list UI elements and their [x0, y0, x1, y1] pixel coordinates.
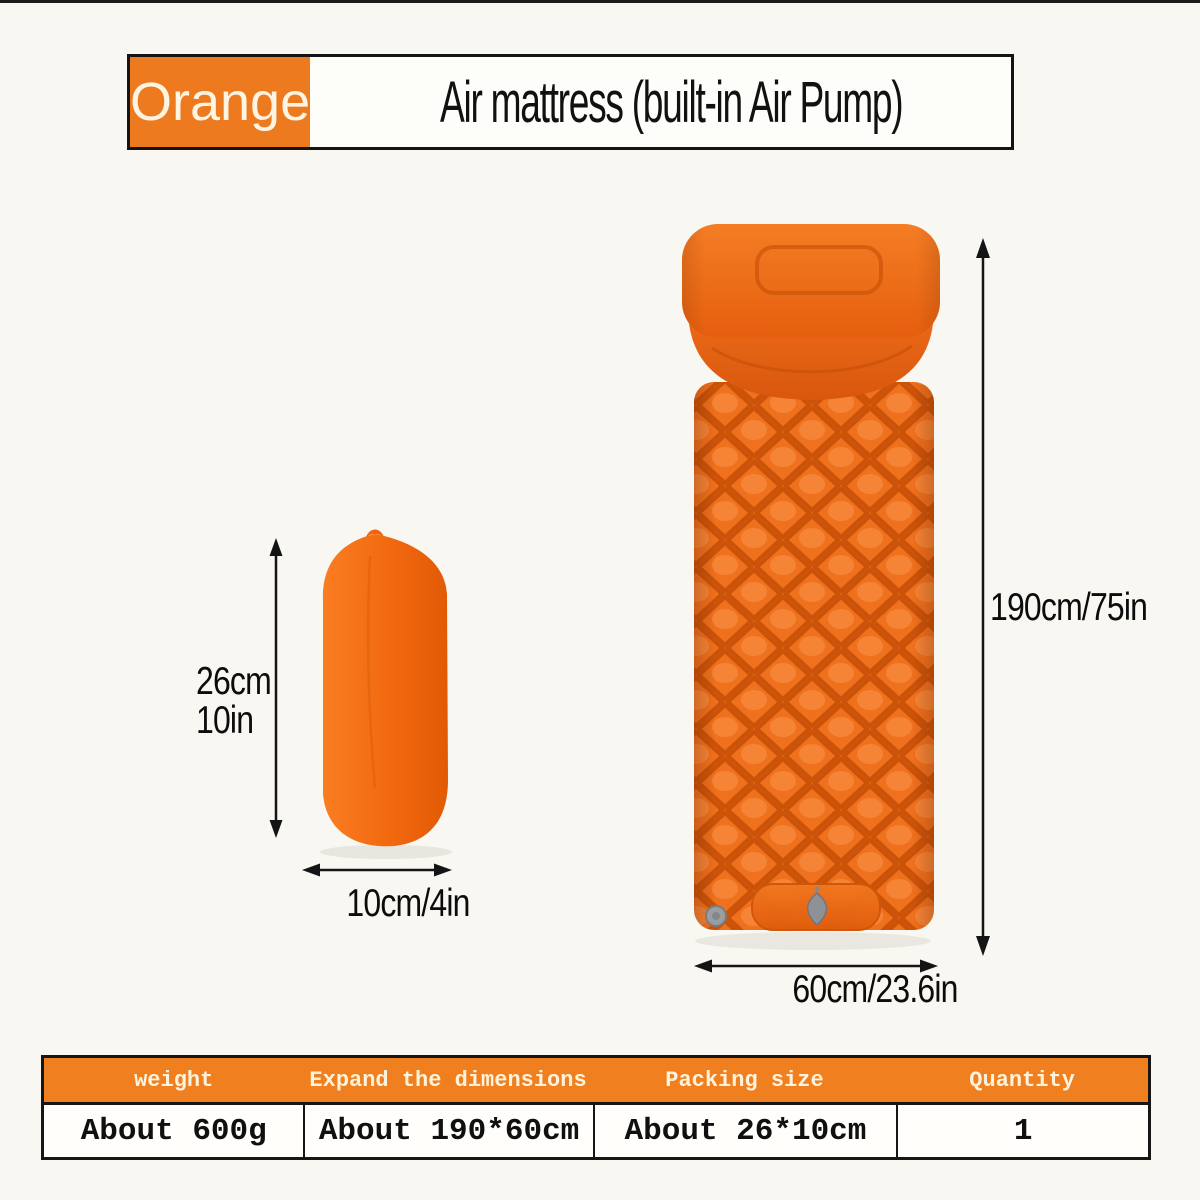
length-arrow — [976, 238, 990, 956]
color-option-banner: Orange Air mattress (built-in Air Pump) — [127, 54, 1014, 150]
pillow-shading — [682, 224, 940, 338]
spec-table-header-quantity: Quantity — [896, 1058, 1148, 1102]
color-swatch-block: Orange — [130, 57, 311, 147]
color-swatch-label: Orange — [130, 72, 311, 132]
packed-bag-body — [322, 534, 448, 847]
spec-table-value-row: About 600g About 190*60cm About 26*10cm … — [44, 1102, 1148, 1157]
packed-height-arrow — [269, 538, 283, 838]
pillow-seam — [755, 245, 883, 295]
spec-table-cell-packing-size: About 26*10cm — [592, 1102, 897, 1157]
spec-table-cell-weight: About 600g — [44, 1102, 304, 1157]
pump-valve-stem — [814, 886, 820, 892]
pillow-lip-crease — [711, 344, 913, 374]
pump-valve-icon — [806, 892, 828, 927]
mattress-length-label: 190cm/75in — [990, 586, 1148, 629]
product-title: Air mattress (built-in Air Pump) — [440, 69, 904, 135]
spec-table-cell-expanded-size: About 190*60cm — [303, 1102, 593, 1157]
spec-table-header-expanded-size: Expand the dimensions — [303, 1058, 593, 1102]
packed-width-label: 10cm/4in — [346, 882, 470, 925]
mattress-width-label: 60cm/23.6in — [792, 968, 958, 1011]
spec-table-header-row: weight Expand the dimensions Packing siz… — [44, 1058, 1148, 1102]
packed-bag-image — [320, 529, 452, 859]
packed-height-cm: 26cm — [196, 660, 272, 703]
mattress-shadow — [695, 932, 931, 950]
air-valve-center — [712, 912, 720, 920]
spec-table: weight Expand the dimensions Packing siz… — [41, 1055, 1151, 1160]
packed-bag-shadow — [320, 845, 452, 859]
packed-height-in: 10in — [196, 699, 254, 742]
mattress-image — [682, 224, 940, 950]
spec-table-header-packing-size: Packing size — [592, 1058, 897, 1102]
mattress-body-shading — [694, 382, 934, 930]
product-title-block: Air mattress (built-in Air Pump) — [310, 57, 1032, 147]
packed-height-label: 26cm 10in — [196, 660, 272, 742]
packed-bag-seam — [366, 555, 377, 789]
spec-table-header-weight: weight — [44, 1058, 304, 1102]
top-edge-line — [0, 0, 1200, 3]
packed-width-arrow — [302, 863, 452, 877]
packed-bag-tie — [366, 529, 384, 537]
spec-table-cell-quantity: 1 — [896, 1102, 1148, 1157]
width-arrow — [694, 959, 938, 973]
